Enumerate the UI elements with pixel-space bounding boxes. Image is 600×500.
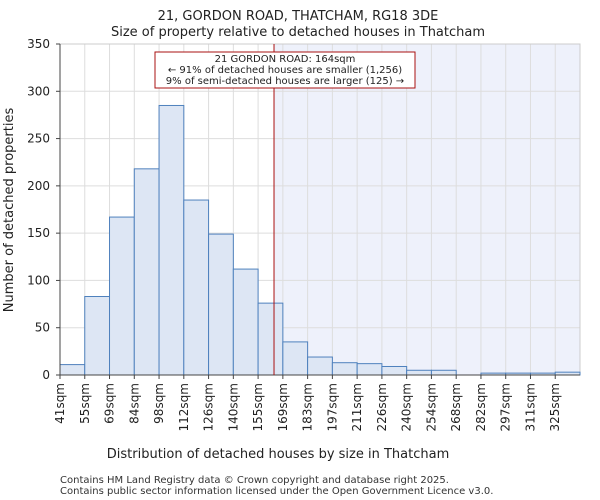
bar-98sqm: [158, 104, 185, 376]
bar-240sqm: [406, 369, 432, 376]
x-tick-label: 169sqm: [276, 383, 290, 431]
x-tick-label: 325sqm: [548, 383, 562, 431]
x-tick-label: 282sqm: [474, 383, 488, 431]
annotation-line-1: 21 GORDON ROAD: 164sqm: [215, 54, 356, 65]
x-tick-label: 98sqm: [152, 383, 166, 424]
y-axis-label: Number of detached properties: [2, 108, 17, 313]
footer-line-2: Contains public sector information licen…: [60, 486, 493, 497]
x-tick-label: 69sqm: [103, 383, 117, 424]
x-tick-label: 55sqm: [78, 383, 92, 424]
x-tick-label: 297sqm: [499, 383, 513, 431]
y-tick-label: 300: [27, 84, 50, 98]
x-tick-label: 311sqm: [523, 383, 537, 431]
bar-140sqm: [232, 268, 259, 376]
bar-197sqm: [331, 362, 358, 376]
footer-line-1: Contains HM Land Registry data © Crown c…: [60, 475, 449, 486]
bar-211sqm: [356, 363, 383, 376]
x-tick-label: 226sqm: [375, 383, 389, 431]
y-tick-label: 250: [27, 132, 50, 146]
bar-126sqm: [208, 233, 234, 376]
chart-title: 21, GORDON ROAD, THATCHAM, RG18 3DE: [158, 9, 439, 24]
x-tick-label: 41sqm: [53, 383, 67, 424]
x-tick-label: 211sqm: [350, 383, 364, 431]
x-tick-label: 140sqm: [226, 383, 240, 431]
bar-155sqm: [257, 302, 284, 376]
marker-annotation: 21 GORDON ROAD: 164sqm ← 91% of detached…: [154, 51, 416, 89]
x-tick-label: 155sqm: [251, 383, 265, 431]
highlight-region: [274, 44, 580, 375]
chart-subtitle: Size of property relative to detached ho…: [111, 25, 485, 40]
y-tick-label: 150: [27, 226, 50, 240]
x-tick-label: 112sqm: [177, 383, 191, 431]
bar-169sqm: [282, 341, 309, 376]
annotation-line-3: 9% of semi-detached houses are larger (1…: [166, 76, 404, 87]
y-tick-label: 50: [35, 321, 50, 335]
bars: [59, 104, 581, 376]
bar-254sqm: [430, 369, 457, 376]
x-tick-label: 197sqm: [325, 383, 339, 431]
annotation-line-2: ← 91% of detached houses are smaller (1,…: [168, 65, 402, 76]
x-axis-label: Distribution of detached houses by size …: [107, 447, 450, 462]
x-tick-label: 84sqm: [127, 383, 141, 424]
annotation-box: [154, 51, 416, 89]
x-tick-label: 126sqm: [202, 383, 216, 431]
x-tick-label: 240sqm: [400, 383, 414, 431]
y-tick-label: 100: [27, 273, 50, 287]
bar-69sqm: [109, 216, 135, 376]
bar-183sqm: [307, 356, 333, 376]
bar-112sqm: [183, 199, 210, 376]
x-tick-label: 268sqm: [449, 383, 463, 431]
bar-55sqm: [84, 296, 111, 376]
x-axis-ticks: 41sqm 55sqm 69sqm 84sqm 98sqm 112sqm 126sqm 140…: [53, 374, 580, 431]
bar-84sqm: [133, 168, 160, 376]
bar-226sqm: [381, 365, 408, 376]
y-tick-label: 0: [42, 368, 50, 382]
bar-41sqm: [59, 364, 86, 376]
y-axis-ticks: 0 50 100 150 200 250 300 350: [27, 37, 61, 382]
x-tick-label: 183sqm: [301, 383, 315, 431]
y-tick-label: 200: [27, 179, 50, 193]
x-tick-label: 254sqm: [424, 383, 438, 431]
y-tick-label: 350: [27, 37, 50, 51]
